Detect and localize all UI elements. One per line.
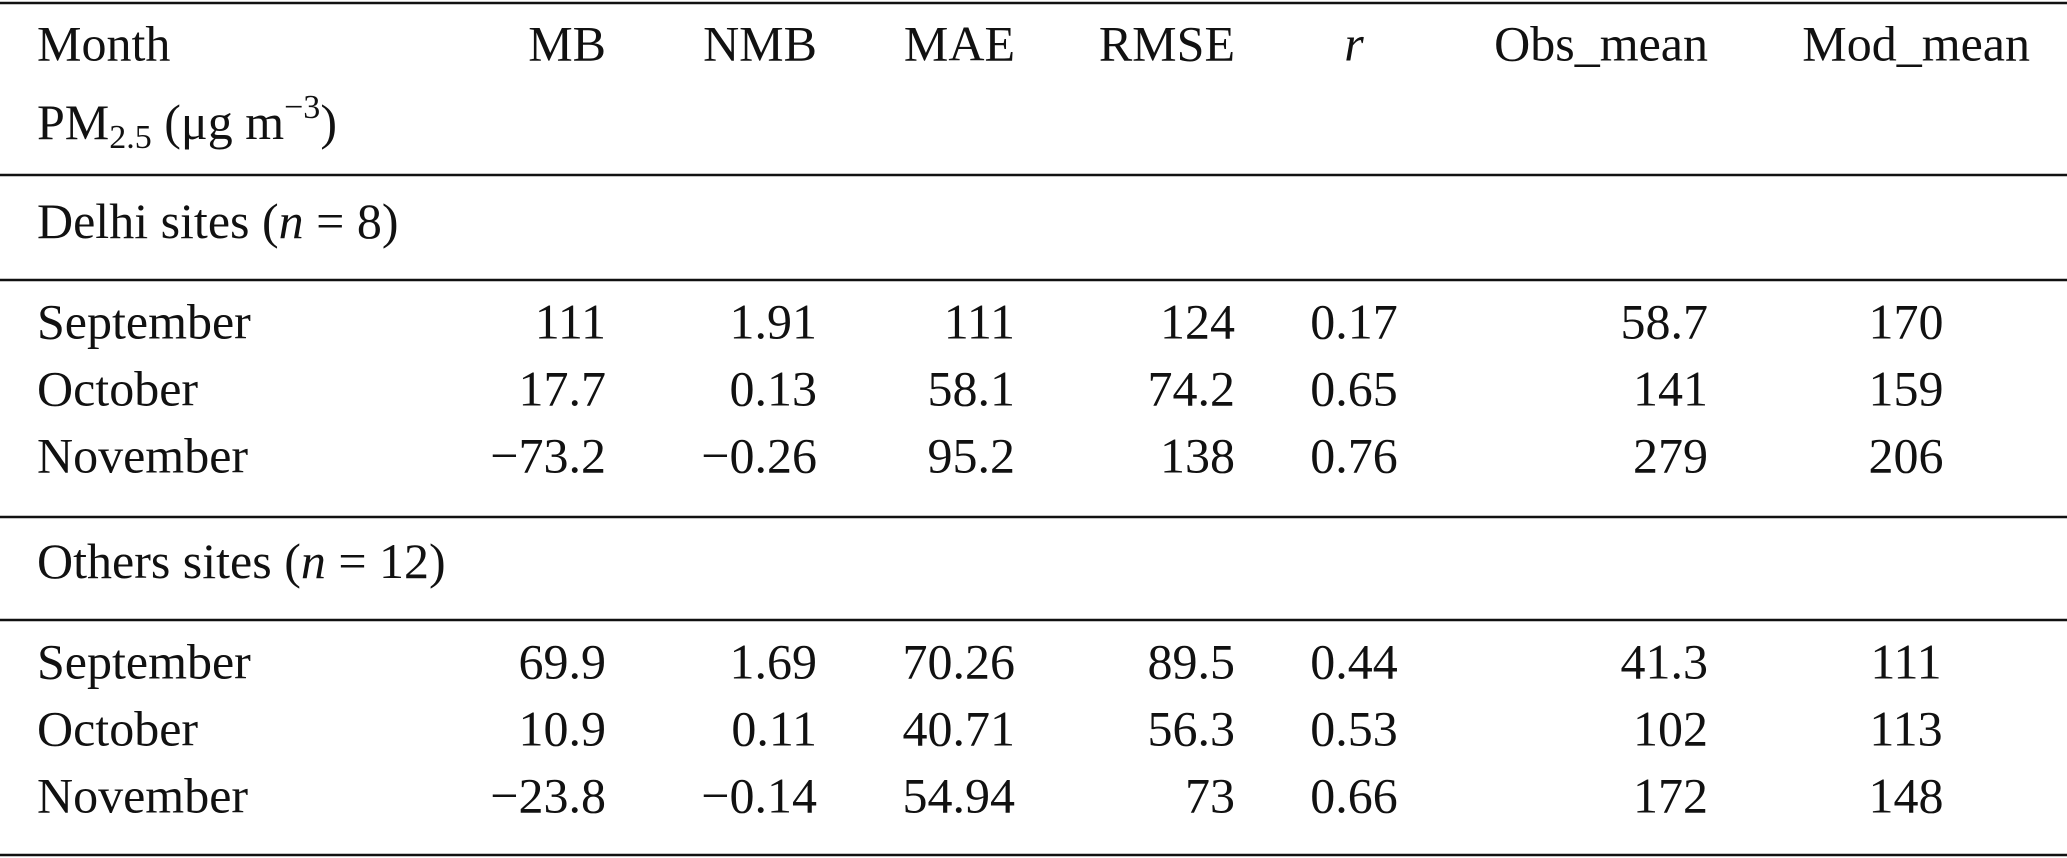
row-label: October — [37, 360, 198, 416]
column-header: RMSE — [1099, 15, 1235, 71]
section-label-text: Delhi sites ( — [37, 193, 279, 249]
cell: 54.94 — [903, 767, 1016, 823]
cell: 111 — [1870, 633, 1941, 689]
cell: 17.7 — [519, 360, 607, 416]
cell: 69.9 — [519, 633, 607, 689]
cell: 170 — [1869, 293, 1944, 349]
cell: 58.1 — [928, 360, 1016, 416]
column-header: r — [1344, 15, 1364, 71]
cell: 70.26 — [903, 633, 1016, 689]
cell: 102 — [1633, 700, 1708, 756]
row-label: September — [37, 293, 251, 349]
cell: 0.44 — [1310, 633, 1398, 689]
column-header: MB — [528, 15, 606, 71]
column-header: Mod_mean — [1802, 15, 2030, 71]
cell: 0.13 — [730, 360, 818, 416]
unit-sub: 2.5 — [109, 119, 152, 156]
section-label: Delhi sites (n = 8) — [37, 193, 399, 249]
cell: 0.17 — [1310, 293, 1398, 349]
cell: 0.11 — [731, 700, 817, 756]
section-label-var: n — [301, 533, 326, 589]
unit: (μg m — [152, 94, 284, 150]
section-label-text: = 8) — [304, 193, 399, 249]
column-header: NMB — [703, 15, 817, 71]
cell: −73.2 — [490, 427, 606, 483]
cell: 1.91 — [730, 293, 818, 349]
column-header: Obs_mean — [1494, 15, 1708, 71]
cell: 95.2 — [928, 427, 1016, 483]
cell: 0.65 — [1310, 360, 1398, 416]
section-label-text: = 12) — [326, 533, 446, 589]
unit-header: PM2.5 (μg m−3) — [37, 89, 337, 156]
cell: 206 — [1869, 427, 1944, 483]
cell: 1.69 — [730, 633, 818, 689]
cell: −23.8 — [490, 767, 606, 823]
cell: −0.26 — [701, 427, 817, 483]
cell: 148 — [1869, 767, 1944, 823]
cell: 73 — [1185, 767, 1235, 823]
row-label: November — [37, 767, 248, 823]
cell: 89.5 — [1148, 633, 1236, 689]
cell: 56.3 — [1148, 700, 1236, 756]
cell: 111 — [535, 293, 606, 349]
cell: 74.2 — [1148, 360, 1236, 416]
cell: 0.53 — [1310, 700, 1398, 756]
unit: PM — [37, 94, 109, 150]
cell: 10.9 — [519, 700, 607, 756]
unit-sup: −3 — [284, 89, 320, 126]
column-header: MAE — [904, 15, 1015, 71]
cell: 58.7 — [1621, 293, 1709, 349]
unit: ) — [320, 94, 337, 150]
row-label: November — [37, 427, 248, 483]
row-label: October — [37, 700, 198, 756]
cell: −0.14 — [701, 767, 817, 823]
section-label-var: n — [279, 193, 304, 249]
column-header: Month — [37, 15, 170, 71]
cell: 111 — [944, 293, 1015, 349]
cell: 141 — [1633, 360, 1708, 416]
cell: 138 — [1160, 427, 1235, 483]
cell: 113 — [1869, 700, 1942, 756]
cell: 124 — [1160, 293, 1235, 349]
cell: 0.76 — [1310, 427, 1398, 483]
cell: 41.3 — [1621, 633, 1709, 689]
section-label: Others sites (n = 12) — [37, 533, 446, 589]
cell: 40.71 — [903, 700, 1016, 756]
section-label-text: Others sites ( — [37, 533, 301, 589]
cell: 172 — [1633, 767, 1708, 823]
cell: 279 — [1633, 427, 1708, 483]
cell: 0.66 — [1310, 767, 1398, 823]
row-label: September — [37, 633, 251, 689]
cell: 159 — [1869, 360, 1944, 416]
